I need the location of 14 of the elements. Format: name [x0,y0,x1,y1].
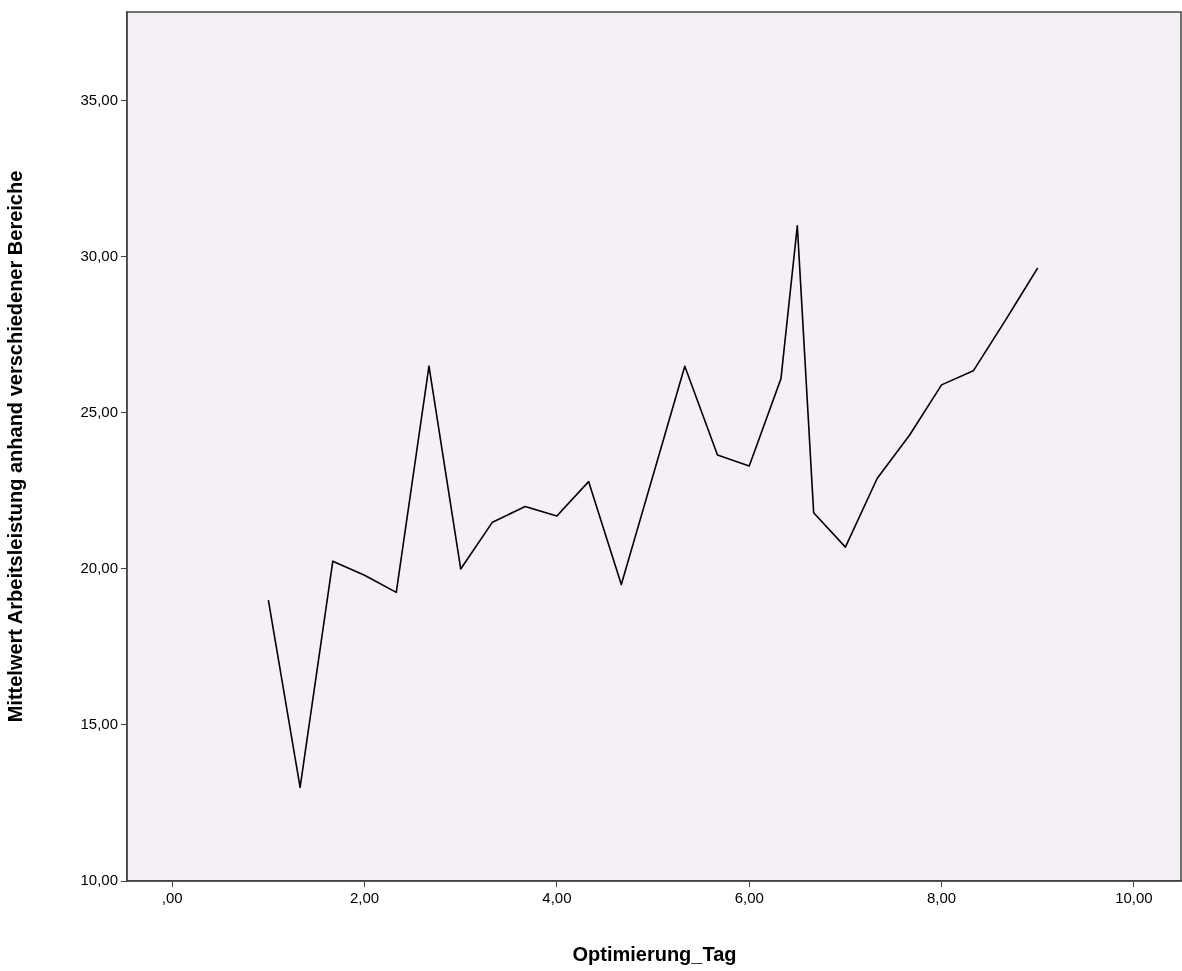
x-tick-label: 8,00 [926,889,957,907]
x-tick-label: 10,00 [1115,889,1153,907]
y-axis-title: Mittelwert Arbeitsleistung anhand verschiedener Bereiche [3,170,26,723]
x-tick-label: 4,00 [542,889,572,907]
y-tick-label: 10,00 [80,871,118,889]
x-tick-label: 6,00 [734,889,764,907]
x-tick-label: ,00 [161,889,183,907]
x-axis-title: Optimierung_Tag [572,942,737,965]
y-tick-label: 20,00 [80,559,118,577]
y-tick-label: 15,00 [80,715,118,733]
y-tick-label: 25,00 [80,403,118,421]
x-tick-label: 2,00 [349,889,380,907]
y-tick-label: 35,00 [80,91,118,109]
y-tick-label: 30,00 [80,247,118,265]
